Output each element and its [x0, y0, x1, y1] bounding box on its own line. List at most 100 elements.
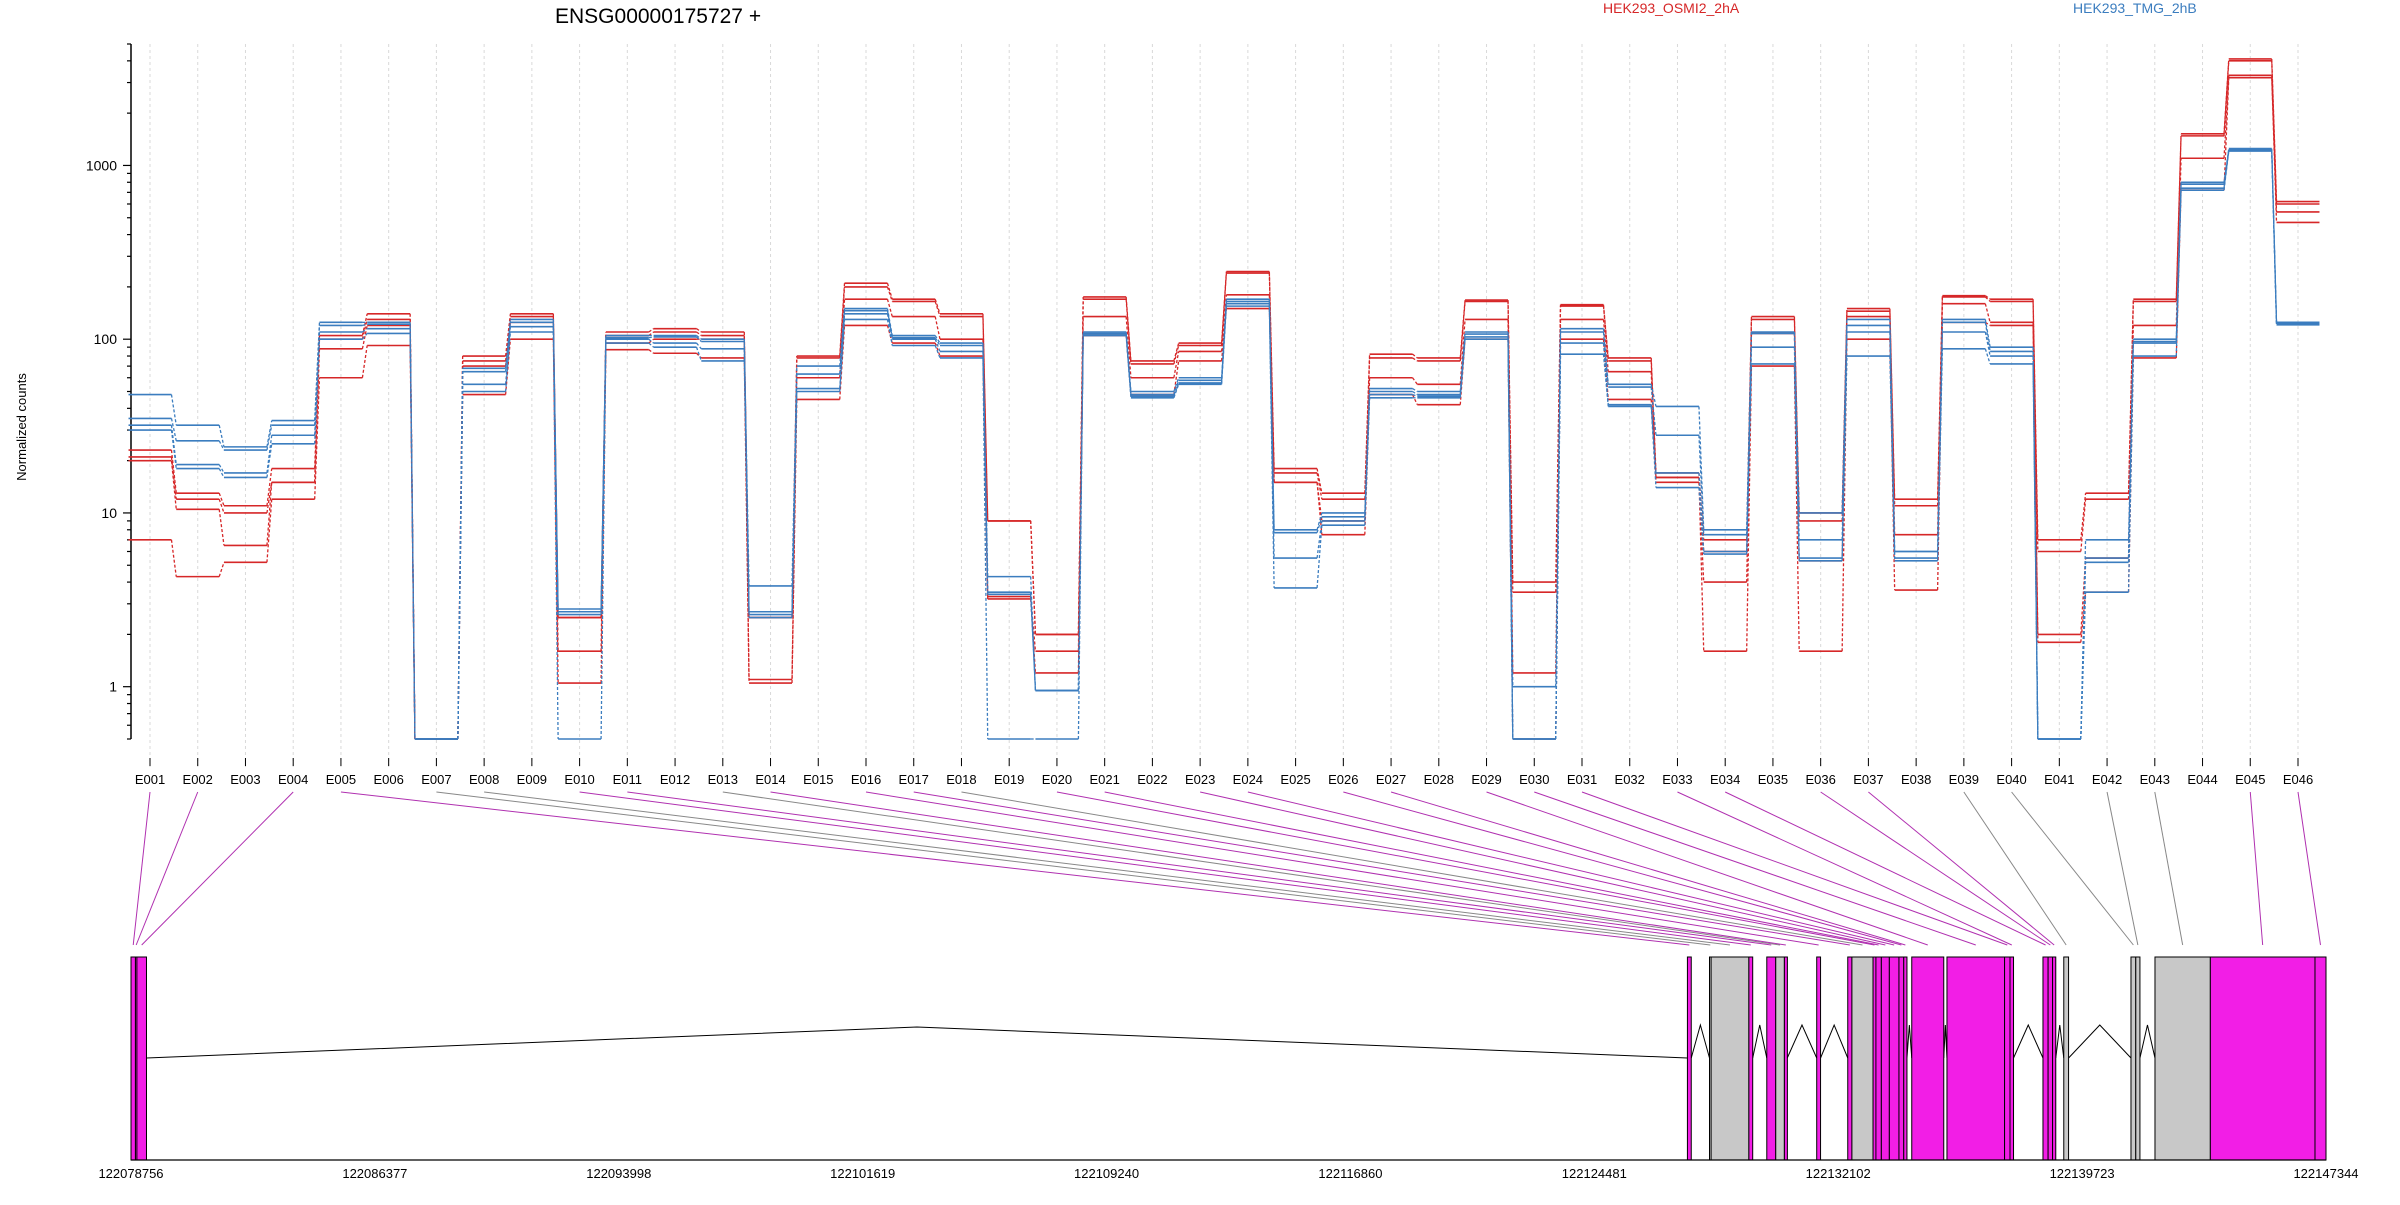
- x-tick-label-E024: E024: [1233, 772, 1263, 787]
- gene-model-exon-9: [1775, 956, 1785, 1161]
- series-connector: [2127, 356, 2134, 593]
- genomic-coordinate-label: 122086377: [342, 1166, 407, 1181]
- gene-model-exon-32: [2314, 956, 2327, 1161]
- series-connector: [2223, 60, 2230, 136]
- series-connector: [1698, 477, 1705, 652]
- x-tick-label-E014: E014: [755, 772, 785, 787]
- series-connector: [218, 492, 225, 506]
- series-connector: [1268, 303, 1275, 559]
- intron-line: [1752, 1024, 1768, 1059]
- x-tick-label-E003: E003: [230, 772, 260, 787]
- exon-connector-line: [722, 791, 1781, 946]
- series-connector: [2223, 75, 2230, 159]
- series-connector: [1412, 390, 1418, 396]
- exon-connector-line: [135, 791, 199, 946]
- series-connector: [314, 377, 321, 500]
- intron-line: [2055, 1024, 2065, 1059]
- exon-connector-line: [627, 791, 1772, 946]
- genomic-coordinate-label: 122147344: [2293, 1166, 2358, 1181]
- x-tick-label-E025: E025: [1280, 772, 1310, 787]
- series-connector: [1173, 382, 1180, 397]
- series-connector: [2223, 58, 2230, 134]
- genomic-coordinate-label: 122132102: [1806, 1166, 1871, 1181]
- series-connector: [934, 345, 941, 359]
- gene-model-exon-21: [1946, 956, 2006, 1161]
- series-6-HEK293_TMG_2hB: [128, 149, 2320, 740]
- series-connector: [1220, 273, 1228, 346]
- exon-connector-line: [1868, 791, 2055, 946]
- gene-model-exon-17: [1888, 956, 1900, 1161]
- series-connector: [2080, 499, 2087, 552]
- series-connector: [170, 539, 177, 577]
- series-connector: [600, 337, 607, 612]
- series-connector: [1507, 301, 1514, 593]
- gene-model-exon-24: [2042, 956, 2049, 1161]
- gene-model-exon-1: [130, 956, 136, 1161]
- exon-connector-line: [141, 791, 294, 946]
- x-tick-label-E043: E043: [2140, 772, 2170, 787]
- series-connector: [1984, 303, 1991, 323]
- exon-connector-line: [1104, 791, 1879, 946]
- series-connector: [1173, 342, 1180, 362]
- series-connector: [266, 425, 273, 451]
- series-3-HEK293_OSMI2_2hA: [128, 74, 2320, 740]
- series-connector: [218, 440, 225, 451]
- x-tick-label-E026: E026: [1328, 772, 1358, 787]
- series-connector: [170, 429, 177, 469]
- genomic-coordinate-label: 122093998: [586, 1166, 651, 1181]
- series-connector: [218, 425, 225, 448]
- series-connector: [1602, 306, 1609, 361]
- exon-connector-line: [913, 791, 1850, 946]
- intron-line: [1786, 1023, 1818, 1059]
- series-connector: [1125, 316, 1132, 378]
- x-tick-label-E005: E005: [326, 772, 356, 787]
- series-connector: [1650, 404, 1657, 473]
- series-connector: [1173, 345, 1180, 365]
- y-tick-label-10: 10: [101, 505, 117, 521]
- x-tick-label-E040: E040: [1996, 772, 2026, 787]
- intron-line: [2139, 1024, 2156, 1059]
- gene-model-exon-30: [2154, 956, 2211, 1161]
- series-connector: [266, 482, 273, 546]
- series-connector: [648, 342, 655, 348]
- series-connector: [266, 443, 273, 478]
- series-connector: [2223, 150, 2230, 191]
- x-tick-label-E020: E020: [1042, 772, 1072, 787]
- x-tick-label-E012: E012: [660, 772, 690, 787]
- series-connector: [886, 313, 893, 340]
- series-connector: [648, 338, 654, 344]
- series-connector: [1411, 394, 1418, 405]
- series-connector: [409, 333, 416, 740]
- series-connector: [696, 331, 702, 337]
- gene-model-exon-4: [1686, 956, 1692, 1161]
- x-tick-label-E045: E045: [2235, 772, 2265, 787]
- series-connector: [1555, 354, 1562, 740]
- x-tick-label-E021: E021: [1089, 772, 1119, 787]
- series-connector: [648, 338, 654, 344]
- series-connector: [1125, 296, 1132, 361]
- series-connector: [2223, 150, 2230, 189]
- genomic-coordinate-label: 122116860: [1318, 1166, 1382, 1181]
- x-tick-label-E010: E010: [564, 772, 594, 787]
- series-connector: [457, 391, 464, 740]
- series-connector: [218, 468, 225, 478]
- exon-connector-line: [579, 791, 1751, 946]
- x-tick-label-E027: E027: [1376, 772, 1406, 787]
- x-tick-label-E009: E009: [517, 772, 547, 787]
- series-connector: [1650, 387, 1657, 436]
- x-tick-label-E032: E032: [1615, 772, 1645, 787]
- series-connector: [696, 342, 702, 350]
- series-connector: [1698, 435, 1705, 535]
- series-connector: [1316, 482, 1323, 535]
- series-connector: [886, 298, 893, 317]
- genomic-coordinate-label: 122139723: [2050, 1166, 2115, 1181]
- series-connector: [170, 450, 177, 494]
- x-tick-label-E037: E037: [1853, 772, 1883, 787]
- series-connector: [1889, 331, 1896, 559]
- series-connector: [1602, 328, 1609, 385]
- intron-line: [1820, 1023, 1849, 1059]
- exon-connector-line: [340, 791, 1690, 946]
- series-5-HEK293_TMG_2hB: [128, 147, 2320, 740]
- series-connector: [1984, 295, 1991, 300]
